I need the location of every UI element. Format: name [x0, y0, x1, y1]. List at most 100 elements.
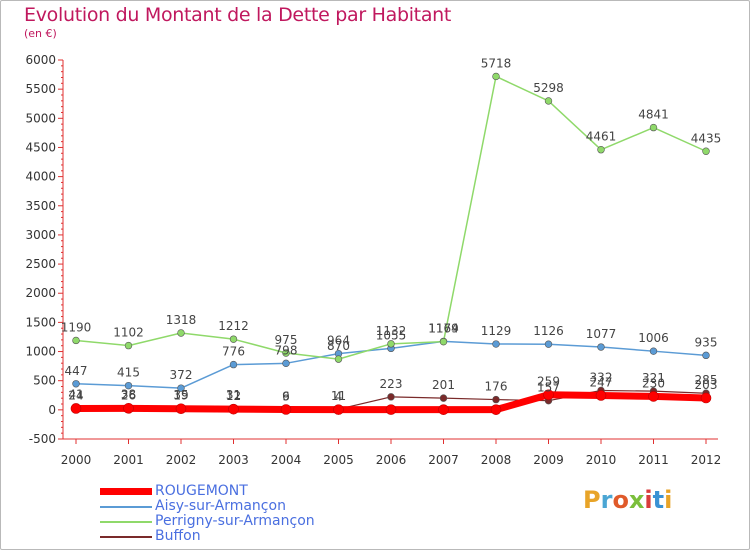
data-label: 6: [282, 389, 290, 403]
data-point: [387, 393, 395, 401]
logo-letter: x: [628, 486, 645, 514]
data-label: 26: [121, 388, 136, 402]
data-point: [385, 404, 397, 415]
data-label: 259: [537, 375, 560, 389]
data-label: 19: [173, 389, 188, 403]
logo-letter: t: [652, 486, 665, 514]
data-label: 223: [380, 377, 403, 391]
data-point: [177, 329, 185, 337]
legend-swatch: [100, 536, 152, 538]
y-tick-label: 5000: [25, 111, 56, 125]
y-tick-label: 6000: [25, 53, 56, 67]
data-point: [229, 335, 238, 343]
data-label: 1318: [166, 313, 197, 327]
data-point: [597, 343, 605, 351]
data-label: 31: [226, 388, 241, 402]
data-point: [649, 347, 658, 355]
data-point: [492, 72, 500, 81]
data-label: 1174: [428, 321, 459, 335]
data-label: 1190: [61, 320, 92, 334]
data-point: [387, 340, 395, 348]
data-label: 321: [642, 371, 665, 385]
data-point: [543, 389, 554, 401]
data-label: 4461: [586, 130, 617, 144]
legend-item-aisy: Aisy-sur-Armançon: [100, 498, 400, 514]
data-label: 9: [282, 389, 290, 403]
x-tick-label: 2008: [481, 453, 512, 467]
data-label: 38: [121, 388, 136, 402]
data-label: 1129: [481, 324, 512, 338]
y-tick-label: 1000: [25, 345, 56, 359]
data-point: [124, 341, 133, 350]
data-label: 1055: [376, 328, 407, 342]
x-tick-label: 2001: [113, 453, 144, 467]
x-tick-label: 2004: [271, 453, 302, 467]
data-point: [70, 403, 82, 414]
data-label: 870: [327, 339, 350, 353]
x-tick-label: 2012: [691, 453, 722, 467]
data-point: [492, 340, 500, 348]
data-point: [228, 403, 239, 415]
y-tick-label: 1500: [25, 315, 56, 329]
logo-letter: o: [612, 486, 629, 514]
data-label: 1169: [428, 322, 459, 336]
data-point: [439, 337, 448, 346]
data-label: 935: [695, 335, 718, 349]
data-point: [333, 404, 344, 415]
y-tick-label: -500: [29, 432, 56, 446]
data-label: 4841: [638, 108, 669, 122]
y-tick-label: 3500: [25, 199, 56, 213]
data-point: [544, 340, 553, 348]
data-label: 372: [170, 368, 193, 382]
y-tick-label: 2000: [25, 286, 56, 300]
data-label: 798: [275, 343, 298, 357]
legend-swatch: [100, 506, 152, 508]
data-point: [72, 336, 80, 345]
logo-letter: P: [583, 486, 601, 514]
data-point: [490, 404, 502, 415]
legend-swatch: [100, 521, 152, 523]
legend-item-rougemont: ROUGEMONT: [100, 483, 400, 499]
y-tick-label: 0: [48, 403, 56, 417]
y-tick-label: 5500: [25, 82, 56, 96]
x-tick-label: 2000: [61, 453, 92, 467]
legend: ROUGEMONT Aisy-sur-Armançon Perrigny-sur…: [100, 483, 400, 544]
data-label: 230: [642, 376, 665, 390]
x-tick-label: 2003: [218, 453, 249, 467]
data-label: 1006: [638, 331, 669, 345]
data-label: 24: [68, 388, 83, 402]
series-points: [70, 72, 712, 415]
x-tick-label: 2005: [323, 453, 354, 467]
legend-label: ROUGEMONT: [155, 483, 248, 499]
data-point: [544, 97, 553, 105]
y-tick-label: 3000: [25, 228, 56, 242]
legend-label: Buffon: [155, 528, 201, 544]
data-label: 4435: [691, 131, 722, 145]
data-point: [492, 395, 500, 404]
data-label: 1212: [218, 319, 249, 333]
data-label: 5718: [481, 56, 512, 70]
data-label: 975: [275, 333, 298, 347]
data-label: 1102: [113, 326, 144, 340]
x-tick-label: 2009: [533, 453, 564, 467]
data-label: 964: [327, 334, 350, 348]
chart-title: Evolution du Montant de la Dette par Hab…: [24, 4, 452, 26]
data-point: [597, 146, 605, 154]
data-label: 41: [68, 387, 83, 401]
y-tick-label: 2500: [25, 257, 56, 271]
point-labels: 24 26 19 12 6 4 259 247 230 203 447 415 372 776 798 964…: [61, 56, 722, 403]
data-label: 12: [226, 389, 241, 403]
legend-label: Perrigny-sur-Armançon: [155, 513, 315, 529]
data-label: 447: [65, 364, 88, 378]
data-point: [282, 349, 290, 357]
data-label: 1132: [376, 324, 407, 338]
data-point: [648, 391, 659, 402]
x-tick-label: 2006: [376, 453, 407, 467]
logo-letter: i: [644, 486, 653, 514]
data-point: [702, 351, 710, 360]
data-label: 5298: [533, 81, 564, 95]
proxiti-logo: Proxiti: [583, 486, 672, 514]
data-label: 11: [331, 389, 346, 403]
data-label: 415: [117, 366, 140, 380]
